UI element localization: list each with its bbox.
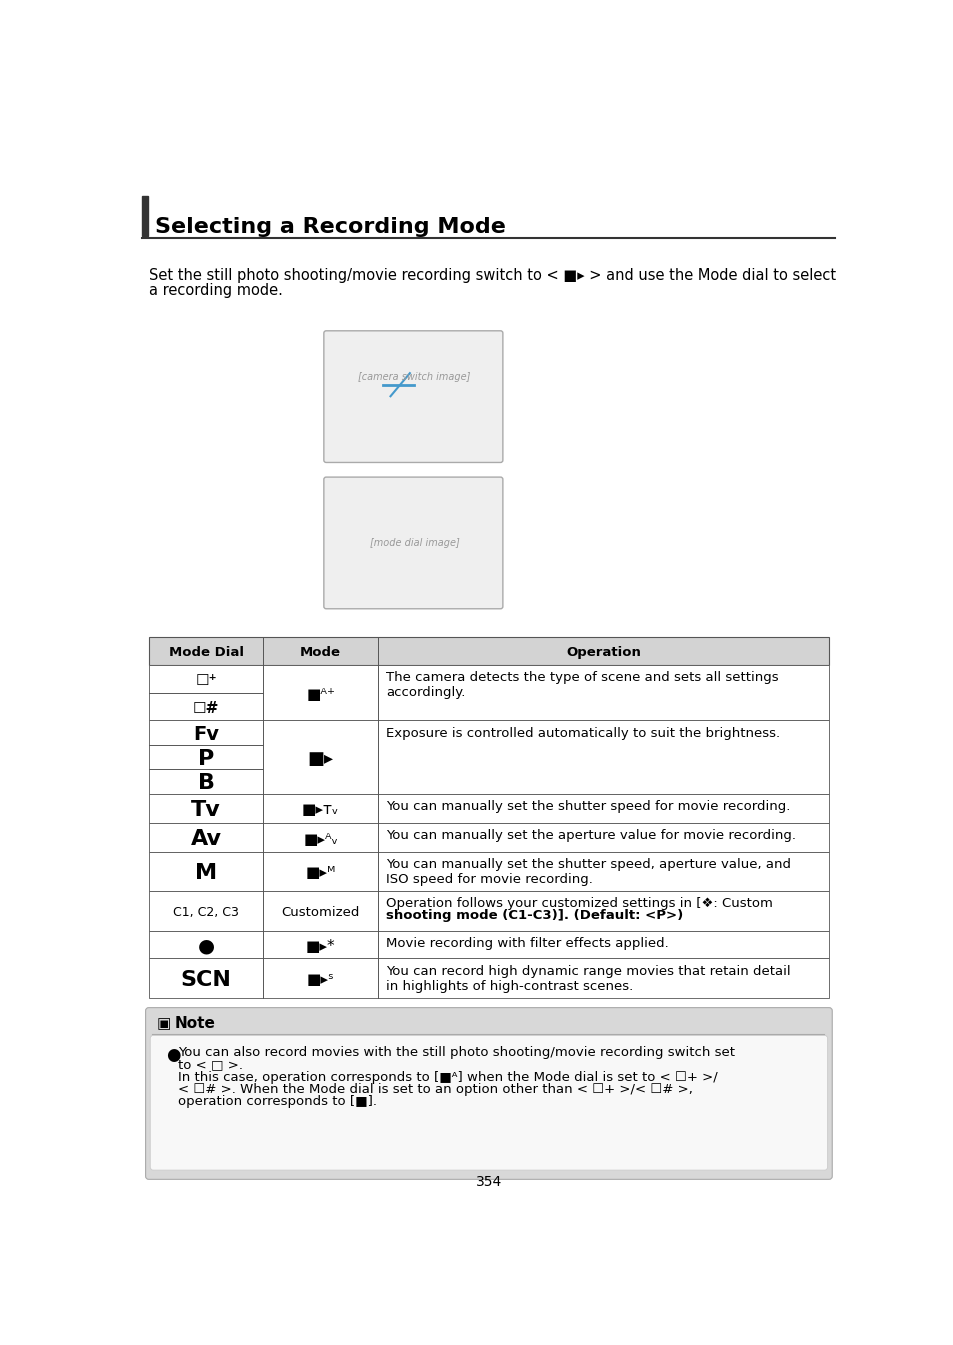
Text: ■▸ᴬᵥ: ■▸ᴬᵥ — [303, 831, 338, 846]
FancyBboxPatch shape — [146, 1007, 831, 1180]
Text: ■ᴬ⁺: ■ᴬ⁺ — [306, 687, 335, 702]
Bar — [149, 931, 828, 959]
Text: 354: 354 — [476, 1174, 501, 1189]
Text: ■▸: ■▸ — [308, 749, 334, 768]
Text: to < □ >.: to < □ >. — [178, 1059, 243, 1072]
Text: a recording mode.: a recording mode. — [149, 282, 282, 299]
Text: Operation: Operation — [565, 646, 640, 659]
Text: Av: Av — [191, 829, 221, 849]
Text: You can manually set the aperture value for movie recording.: You can manually set the aperture value … — [385, 829, 795, 842]
FancyBboxPatch shape — [323, 477, 502, 609]
Text: SCN: SCN — [180, 970, 232, 990]
Text: You can also record movies with the still photo shooting/movie recording switch : You can also record movies with the stil… — [178, 1046, 735, 1059]
Text: shooting mode (C1-C3)]. (Default: <P>): shooting mode (C1-C3)]. (Default: <P>) — [385, 909, 682, 923]
Bar — [149, 890, 828, 931]
Text: You can record high dynamic range movies that retain detail
in highlights of hig: You can record high dynamic range movies… — [385, 964, 790, 993]
Text: Tv: Tv — [191, 800, 221, 819]
Text: Fv: Fv — [193, 725, 219, 744]
Text: ●: ● — [197, 936, 214, 955]
Text: Customized: Customized — [281, 905, 359, 919]
Bar — [149, 638, 828, 664]
Text: ■▸ᴹ: ■▸ᴹ — [305, 865, 335, 881]
Text: ■▸ˢ: ■▸ˢ — [307, 972, 335, 987]
Text: In this case, operation corresponds to [■ᴬ] when the Mode dial is set to < ☐+ >/: In this case, operation corresponds to [… — [178, 1071, 718, 1084]
Text: Mode Dial: Mode Dial — [169, 646, 243, 659]
Text: [camera switch image]: [camera switch image] — [358, 373, 470, 382]
Bar — [149, 664, 828, 721]
Text: ☐#: ☐# — [193, 701, 219, 716]
Bar — [149, 823, 828, 853]
Text: Exposure is controlled automatically to suit the brightness.: Exposure is controlled automatically to … — [385, 726, 780, 740]
Text: ▣: ▣ — [157, 1017, 172, 1032]
Bar — [149, 721, 828, 794]
Text: Note: Note — [174, 1017, 215, 1032]
Text: ■▸*: ■▸* — [306, 939, 335, 954]
Text: ●: ● — [166, 1046, 180, 1064]
Text: B: B — [197, 773, 214, 794]
Text: Set the still photo shooting/movie recording switch to < ■▸ > and use the Mode d: Set the still photo shooting/movie recor… — [149, 268, 835, 282]
Bar — [149, 794, 828, 823]
Text: The camera detects the type of scene and sets all settings
accordingly.: The camera detects the type of scene and… — [385, 671, 778, 699]
Text: Mode: Mode — [300, 646, 341, 659]
Bar — [142, 196, 148, 237]
Text: < ☐# >. When the Mode dial is set to an option other than < ☐+ >/< ☐# >,: < ☐# >. When the Mode dial is set to an … — [178, 1083, 692, 1096]
Text: ■▸ᴛᵥ: ■▸ᴛᵥ — [302, 802, 339, 818]
Text: You can manually set the shutter speed for movie recording.: You can manually set the shutter speed f… — [385, 800, 789, 812]
FancyBboxPatch shape — [323, 331, 502, 463]
Bar — [149, 853, 828, 890]
Text: M: M — [194, 863, 217, 882]
Text: Selecting a Recording Mode: Selecting a Recording Mode — [154, 217, 505, 237]
Text: operation corresponds to [■].: operation corresponds to [■]. — [178, 1095, 376, 1108]
Text: C1, C2, C3: C1, C2, C3 — [172, 905, 239, 919]
Text: ☐⁺: ☐⁺ — [195, 672, 216, 687]
FancyBboxPatch shape — [150, 1036, 827, 1170]
Text: [mode dial image]: [mode dial image] — [369, 538, 459, 547]
Text: P: P — [197, 749, 214, 768]
Bar — [149, 959, 828, 998]
Text: Movie recording with filter effects applied.: Movie recording with filter effects appl… — [385, 936, 668, 950]
Text: Operation follows your customized settings in [❖: Custom: Operation follows your customized settin… — [385, 897, 772, 909]
Text: You can manually set the shutter speed, aperture value, and
ISO speed for movie : You can manually set the shutter speed, … — [385, 858, 790, 886]
